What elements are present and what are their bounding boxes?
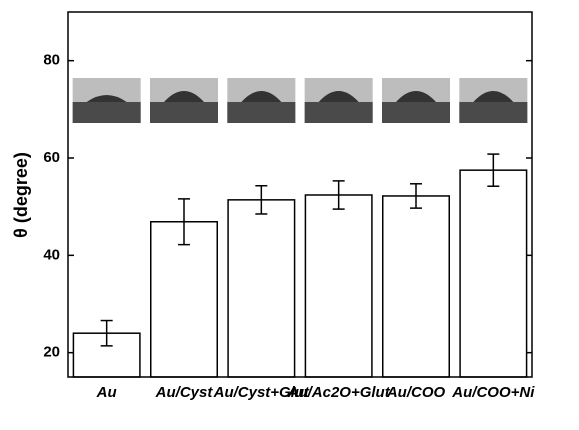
y-tick-label: 20 [43, 344, 60, 361]
y-tick-label: 80 [43, 52, 60, 69]
y-axis-label: θ (degree) [11, 152, 31, 238]
x-tick-label: Au/Cyst [155, 384, 214, 401]
droplet-substrate [305, 102, 373, 123]
droplet-substrate [73, 102, 141, 123]
bar [383, 196, 450, 377]
y-tick-label: 40 [43, 246, 60, 263]
bar [460, 170, 527, 377]
x-tick-label: Au/COO [386, 384, 446, 401]
droplet-substrate [227, 102, 295, 123]
x-tick-label: Au/COO+Ni [451, 384, 535, 401]
x-tick-label: Au/Ac2O+Glut [287, 384, 391, 401]
y-tick-label: 60 [43, 149, 60, 166]
droplet-substrate [150, 102, 218, 123]
droplet-substrate [459, 102, 527, 123]
x-tick-label: Au [96, 384, 117, 401]
chart: θ (degree) 20406080AuAu/CystAu/Cyst+Glut… [0, 0, 579, 425]
bar [228, 200, 295, 377]
bar [305, 195, 372, 377]
droplet-substrate [382, 102, 450, 123]
